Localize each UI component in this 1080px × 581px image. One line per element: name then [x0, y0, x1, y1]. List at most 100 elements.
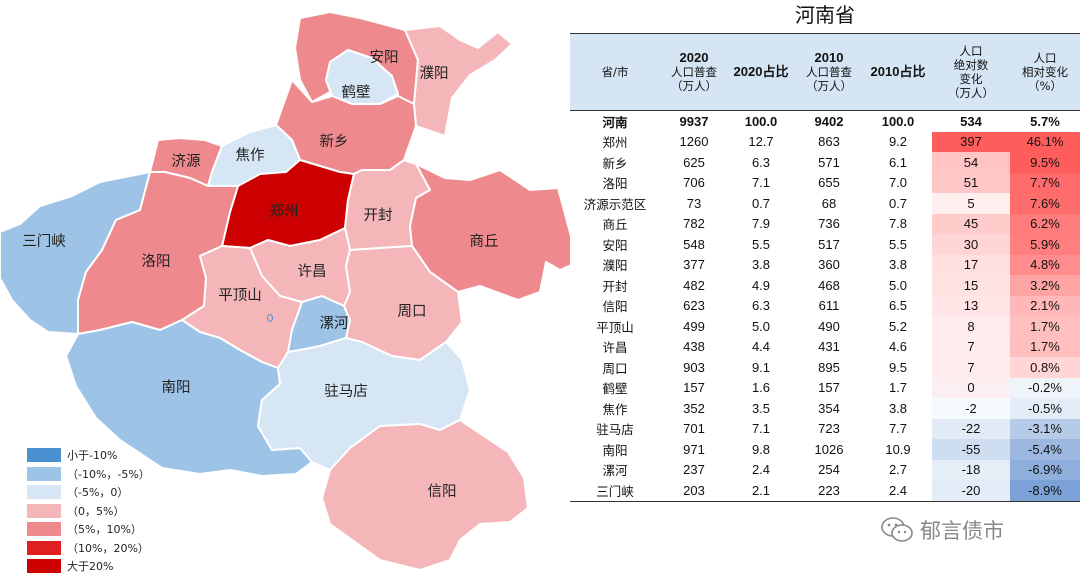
cell-share2020: 4.9: [751, 277, 771, 293]
cell-pop2010: 863: [818, 134, 840, 150]
legend-swatch: [27, 485, 61, 500]
cell-share2010: 9.2: [888, 134, 908, 150]
cell-rel: 7.7%: [1010, 172, 1080, 193]
table-title: 河南省: [795, 3, 855, 27]
table-row: 许昌 438 4.4 431 4.6 7 1.7%: [570, 336, 1080, 357]
cell-pop2010: 723: [818, 421, 840, 437]
cell-share2010: 2.7: [888, 462, 908, 478]
cell-rel: -3.1%: [1010, 418, 1080, 439]
map-label-zhoukou: 周口: [398, 304, 427, 320]
table-header-row: 省/市 2020 人口普查 （万人） 2020占比 2010 人口普查 （万人） 201…: [570, 33, 1080, 111]
header-rel-l3: （%）: [1028, 79, 1062, 93]
cell-abs: 534: [960, 113, 982, 129]
cell-rel: 46.1%: [1010, 131, 1080, 152]
cell-share2010: 7.7: [888, 421, 908, 437]
map-label-jiaozuo: 焦作: [236, 147, 265, 164]
table-row: 信阳 623 6.3 611 6.5 13 2.1%: [570, 295, 1080, 316]
legend-item: （-5%，0）: [27, 483, 227, 502]
cell-name: 驻马店: [596, 422, 634, 438]
cell-pop2010: 517: [818, 236, 840, 252]
cell-pop2010: 490: [818, 318, 840, 334]
table-row: 鹤壁 157 1.6 157 1.7 0 -0.2%: [570, 377, 1080, 398]
cell-abs: 30: [932, 234, 1010, 255]
table-row: 开封 482 4.9 468 5.0 15 3.2%: [570, 275, 1080, 296]
cell-name: 鹤壁: [602, 381, 628, 397]
cell-rel: -5.4%: [1010, 439, 1080, 460]
legend-label: 大于20%: [67, 560, 114, 574]
cell-pop2010: 360: [818, 257, 840, 273]
cell-pop2020: 482: [683, 277, 705, 293]
cell-share2020: 9.1: [751, 359, 771, 375]
cell-pop2010: 468: [818, 277, 840, 293]
cell-pop2010: 895: [818, 359, 840, 375]
table-row: 洛阳 706 7.1 655 7.0 51 7.7%: [570, 172, 1080, 193]
map-label-xinxiang: 新乡: [320, 133, 349, 150]
header-pop2020-year: 2020: [679, 50, 709, 65]
cell-share2010: 2.4: [864, 480, 932, 502]
table-row: 驻马店 701 7.1 723 7.7 -22 -3.1%: [570, 418, 1080, 439]
cell-share2010: 10.9: [885, 441, 911, 457]
population-table: 省/市 2020 人口普查 （万人） 2020占比 2010 人口普查 （万人） 201…: [570, 33, 1080, 502]
cell-share2010: 3.8: [888, 257, 908, 273]
legend-label: （-10%，-5%）: [67, 467, 150, 481]
legend-label: （-5%，0）: [67, 486, 129, 500]
cell-pop2020: 73: [686, 195, 702, 211]
table-row: 濮阳 377 3.8 360 3.8 17 4.8%: [570, 254, 1080, 275]
header-share2020: 2020占比: [728, 33, 794, 111]
cell-name: 新乡: [602, 155, 628, 171]
map-label-hebi: 鹤壁: [342, 84, 371, 101]
map-label-zhumadian: 驻马店: [324, 383, 368, 400]
legend-item: （-10%，-5%）: [27, 465, 227, 484]
table-body: 河南 9937 100.0 9402 100.0 534 5.7% 郑州 1260 12.7 863…: [570, 111, 1080, 502]
header-share2020-label: 2020占比: [733, 64, 789, 79]
table-row: 河南 9937 100.0 9402 100.0 534 5.7%: [570, 111, 1080, 132]
header-pop2010-sub2: （万人）: [806, 79, 852, 93]
table-row: 郑州 1260 12.7 863 9.2 397 46.1%: [570, 131, 1080, 152]
table-row: 三门峡 203 2.1 223 2.4 -20 -8.9%: [570, 480, 1080, 502]
legend-label: （0，5%）: [67, 504, 125, 518]
cell-pop2010: 431: [818, 339, 840, 355]
legend-swatch: [27, 503, 61, 518]
cell-name: 平顶山: [596, 319, 634, 335]
cell-abs: 13: [932, 295, 1010, 316]
cell-rel: 9.5%: [1010, 152, 1080, 173]
cell-share2010: 5.5: [888, 236, 908, 252]
cell-share2020: 4.4: [751, 339, 771, 355]
cell-abs: -2: [932, 398, 1010, 419]
cell-share2010: 1.7: [888, 380, 908, 396]
cell-pop2010: 571: [818, 154, 840, 170]
cell-name: 济源示范区: [583, 196, 647, 212]
wechat-icon: [881, 517, 913, 542]
cell-rel: 0.8%: [1010, 357, 1080, 378]
cell-share2020: 7.1: [751, 421, 771, 437]
cell-share2020: 6.3: [751, 154, 771, 170]
cell-pop2010: 254: [818, 462, 840, 478]
cell-share2020: 5.0: [751, 318, 771, 334]
legend-label: 小于-10%: [67, 449, 118, 463]
region-shangqiu: [409, 163, 570, 301]
cell-pop2010: 68: [821, 195, 837, 211]
cell-abs: -22: [932, 418, 1010, 439]
header-province-label: 省/市: [601, 65, 629, 79]
header-pop2010: 2010 人口普查 （万人）: [794, 33, 864, 111]
cell-rel: 5.9%: [1010, 234, 1080, 255]
map-legend: 小于-10% （-10%，-5%） （-5%，0） （0，5%） （5%，10%…: [27, 446, 227, 576]
cell-name: 信阳: [602, 299, 628, 315]
header-pop2020-sub2: （万人）: [671, 79, 717, 93]
header-abs-l1: 人口: [959, 44, 983, 58]
cell-share2010: 5.0: [888, 277, 908, 293]
table-row: 漯河 237 2.4 254 2.7 -18 -6.9%: [570, 459, 1080, 480]
cell-share2010: 0.7: [888, 195, 908, 211]
legend-item: 小于-10%: [27, 446, 227, 465]
cell-pop2020: 237: [683, 462, 705, 478]
map-label-xuchang: 许昌: [298, 263, 327, 280]
cell-pop2020: 203: [660, 480, 728, 502]
cell-pop2010: 157: [818, 380, 840, 396]
cell-pop2020: 706: [683, 175, 705, 191]
cell-name: 商丘: [602, 217, 628, 233]
cell-pop2020: 782: [683, 216, 705, 232]
legend-label: （10%，20%）: [67, 541, 149, 555]
cell-pop2010: 611: [818, 298, 840, 314]
legend-swatch: [27, 540, 61, 555]
header-rel-change: 人口 相对变化 （%）: [1010, 33, 1080, 111]
